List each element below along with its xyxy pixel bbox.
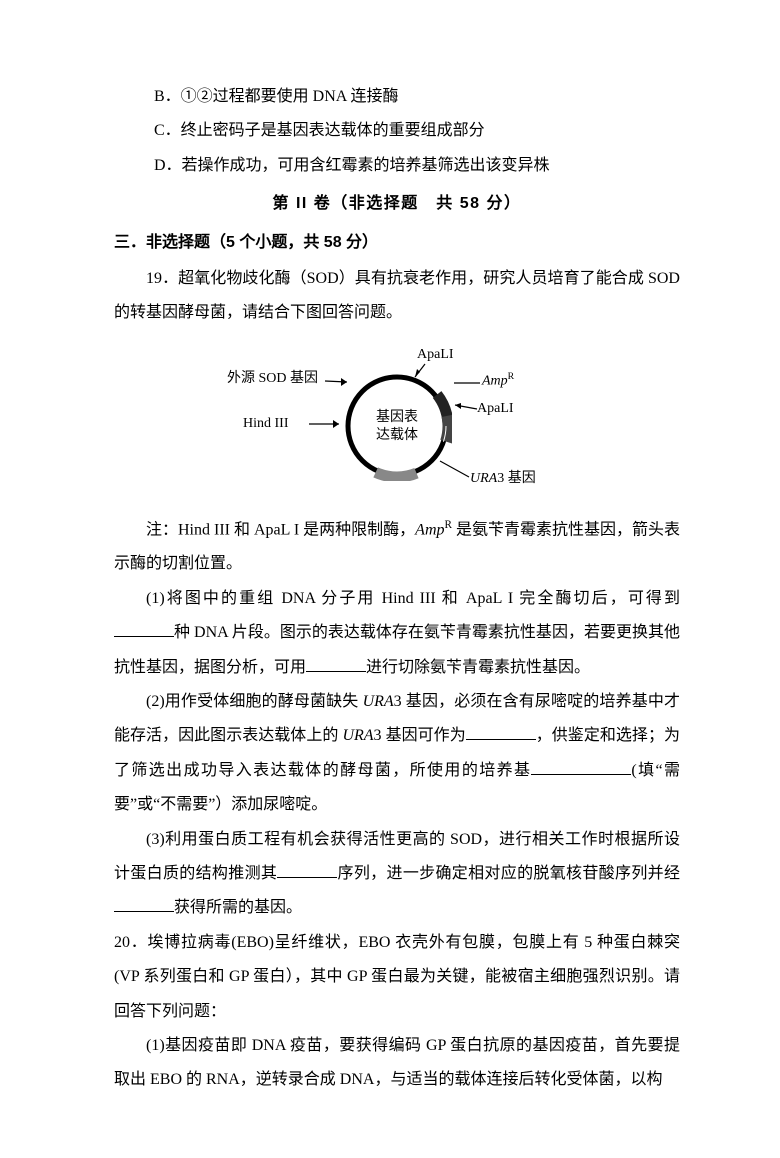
blank-19-2b[interactable] (531, 759, 631, 775)
blank-19-3a[interactable] (277, 862, 337, 878)
q19-note: 注：Hind III 和 ApaL I 是两种限制酶，AmpR 是氨苄青霉素抗性… (114, 513, 680, 582)
label-ampr: AmpR (482, 371, 514, 390)
label-ura3: URA3 基因 (470, 471, 536, 488)
blank-19-1b[interactable] (306, 656, 366, 672)
label-sod: 外源 SOD 基因 (227, 371, 318, 388)
blank-19-2a[interactable] (466, 724, 536, 740)
label-hind: Hind III (243, 416, 289, 433)
q20-1: (1)基因疫苗即 DNA 疫苗，要获得编码 GP 蛋白抗原的基因疫苗，首先要提取… (114, 1029, 680, 1098)
pointer-ura3 (437, 459, 471, 479)
label-apali-right: ApaLI (477, 401, 514, 418)
plasmid-diagram: 基因表 达载体 ApaLI AmpR ApaLI URA3 基因 外源 SOD … (114, 341, 680, 501)
pointer-hind (307, 419, 347, 429)
pointer-sod (323, 377, 353, 387)
q19-1: (1)将图中的重组 DNA 分子用 Hind III 和 ApaL I 完全酶切… (114, 582, 680, 685)
q19-intro: 19．超氧化物歧化酶（SOD）具有抗衰老作用，研究人员培育了能合成 SOD 的转… (114, 262, 680, 331)
plasmid-circle: 基因表 达载体 (342, 371, 452, 481)
option-b: B．①②过程都要使用 DNA 连接酶 (154, 80, 680, 114)
section-3-title: 三．非选择题（5 个小题，共 58 分） (114, 226, 680, 260)
q20-intro: 20．埃博拉病毒(EBO)呈纤维状，EBO 衣壳外有包膜，包膜上有 5 种蛋白棘… (114, 926, 680, 1029)
q19-2: (2)用作受体细胞的酵母菌缺失 URA3 基因，必须在含有尿嘧啶的培养基中才能存… (114, 685, 680, 823)
option-c: C．终止密码子是基因表达载体的重要组成部分 (154, 114, 680, 148)
plasmid-center-label: 基因表 达载体 (342, 409, 452, 445)
label-apali-top: ApaLI (417, 347, 454, 364)
pointer-apali-right (451, 403, 479, 413)
q19-3: (3)利用蛋白质工程有机会获得活性更高的 SOD，进行相关工作时根据所设计蛋白质… (114, 823, 680, 926)
pointer-ampr (450, 379, 482, 387)
blank-19-1a[interactable] (114, 621, 174, 637)
blank-19-3b[interactable] (114, 896, 174, 912)
section-2-header: 第 II 卷（非选择题 共 58 分） (114, 187, 680, 221)
option-d: D．若操作成功，可用含红霉素的培养基筛选出该变异株 (154, 149, 680, 183)
pointer-apali-top (413, 363, 427, 379)
